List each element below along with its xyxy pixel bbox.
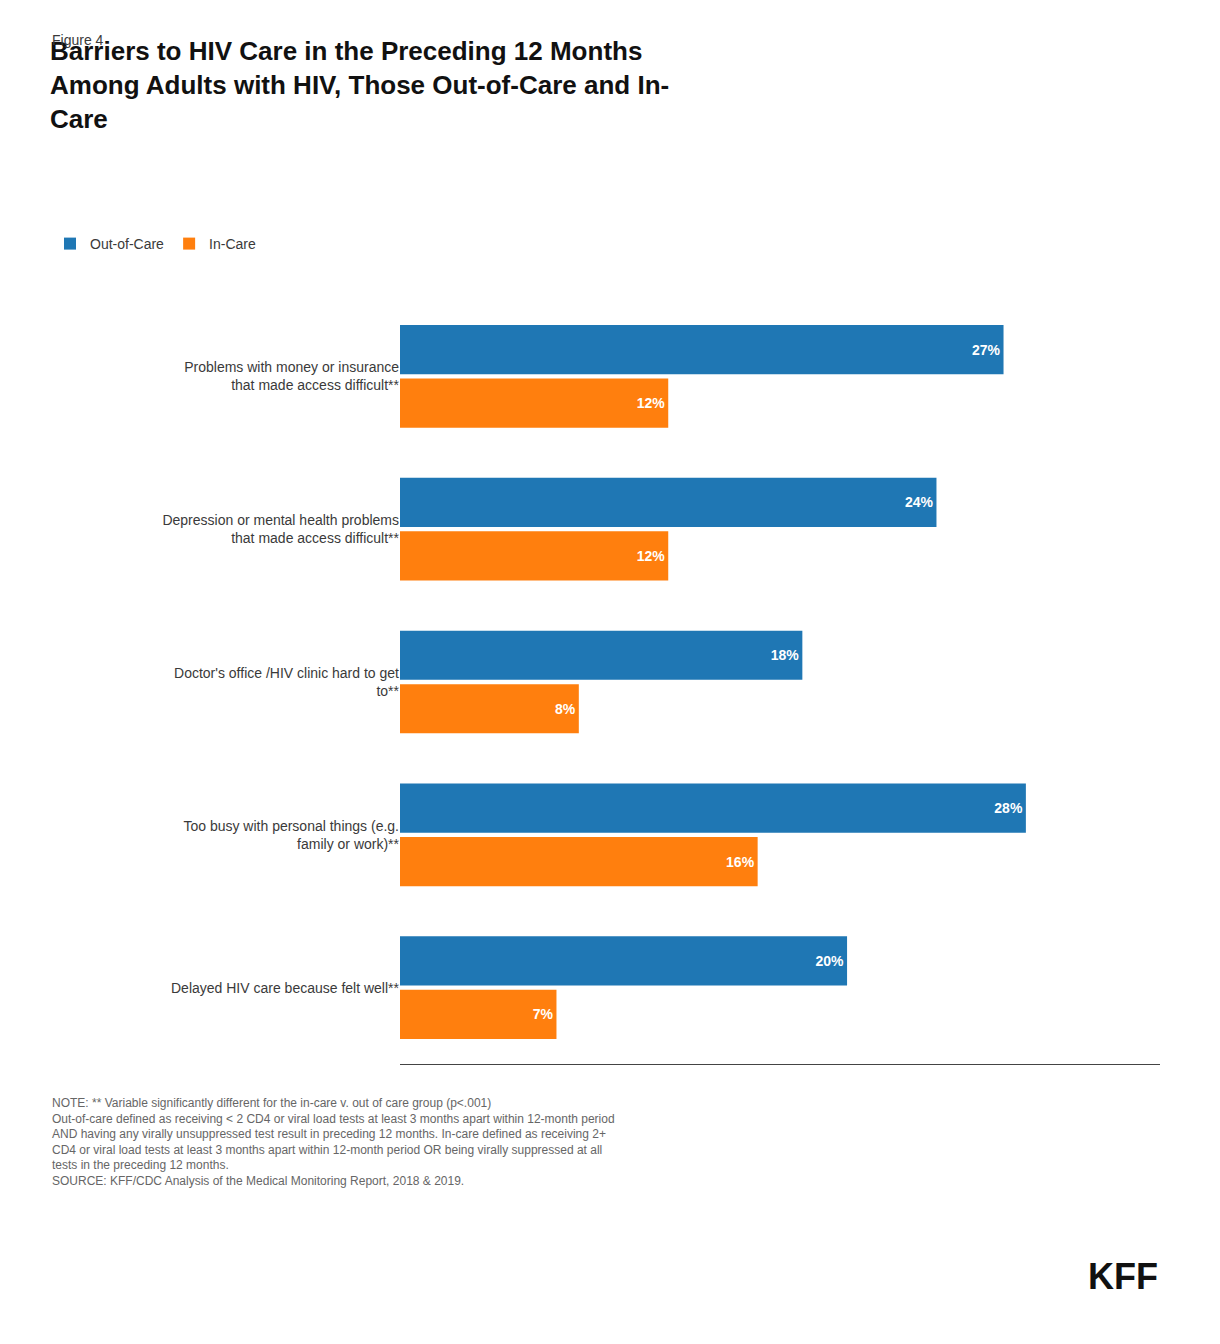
- svg-text:Problems with money or insuran: Problems with money or insurancethat mad…: [184, 359, 399, 393]
- svg-text:Figure 4: Figure 4: [52, 32, 104, 48]
- svg-text:Barriers to HIV Care in the Pr: Barriers to HIV Care in the Preceding 12…: [50, 36, 669, 134]
- svg-text:7%: 7%: [533, 1006, 554, 1022]
- svg-text:Too busy with personal things: Too busy with personal things (e.g.famil…: [183, 818, 399, 852]
- svg-text:16%: 16%: [726, 854, 755, 870]
- svg-text:KFF: KFF: [1088, 1256, 1158, 1297]
- svg-text:8%: 8%: [555, 701, 576, 717]
- svg-text:27%: 27%: [972, 342, 1001, 358]
- svg-text:28%: 28%: [994, 800, 1023, 816]
- svg-text:12%: 12%: [637, 395, 666, 411]
- svg-text:12%: 12%: [637, 548, 666, 564]
- svg-text:NOTE: ** Variable significantl: NOTE: ** Variable significantly differen…: [52, 1096, 615, 1188]
- svg-text:Depression or mental health pr: Depression or mental health problemsthat…: [162, 512, 399, 546]
- svg-text:20%: 20%: [815, 953, 844, 969]
- svg-text:In-Care: In-Care: [209, 236, 256, 252]
- svg-text:Doctor's office /HIV clinic ha: Doctor's office /HIV clinic hard to gett…: [174, 665, 400, 699]
- svg-text:Delayed HIV care because felt: Delayed HIV care because felt well**: [171, 980, 400, 996]
- svg-text:24%: 24%: [905, 494, 934, 510]
- svg-text:18%: 18%: [771, 647, 800, 663]
- svg-text:Out-of-Care: Out-of-Care: [90, 236, 164, 252]
